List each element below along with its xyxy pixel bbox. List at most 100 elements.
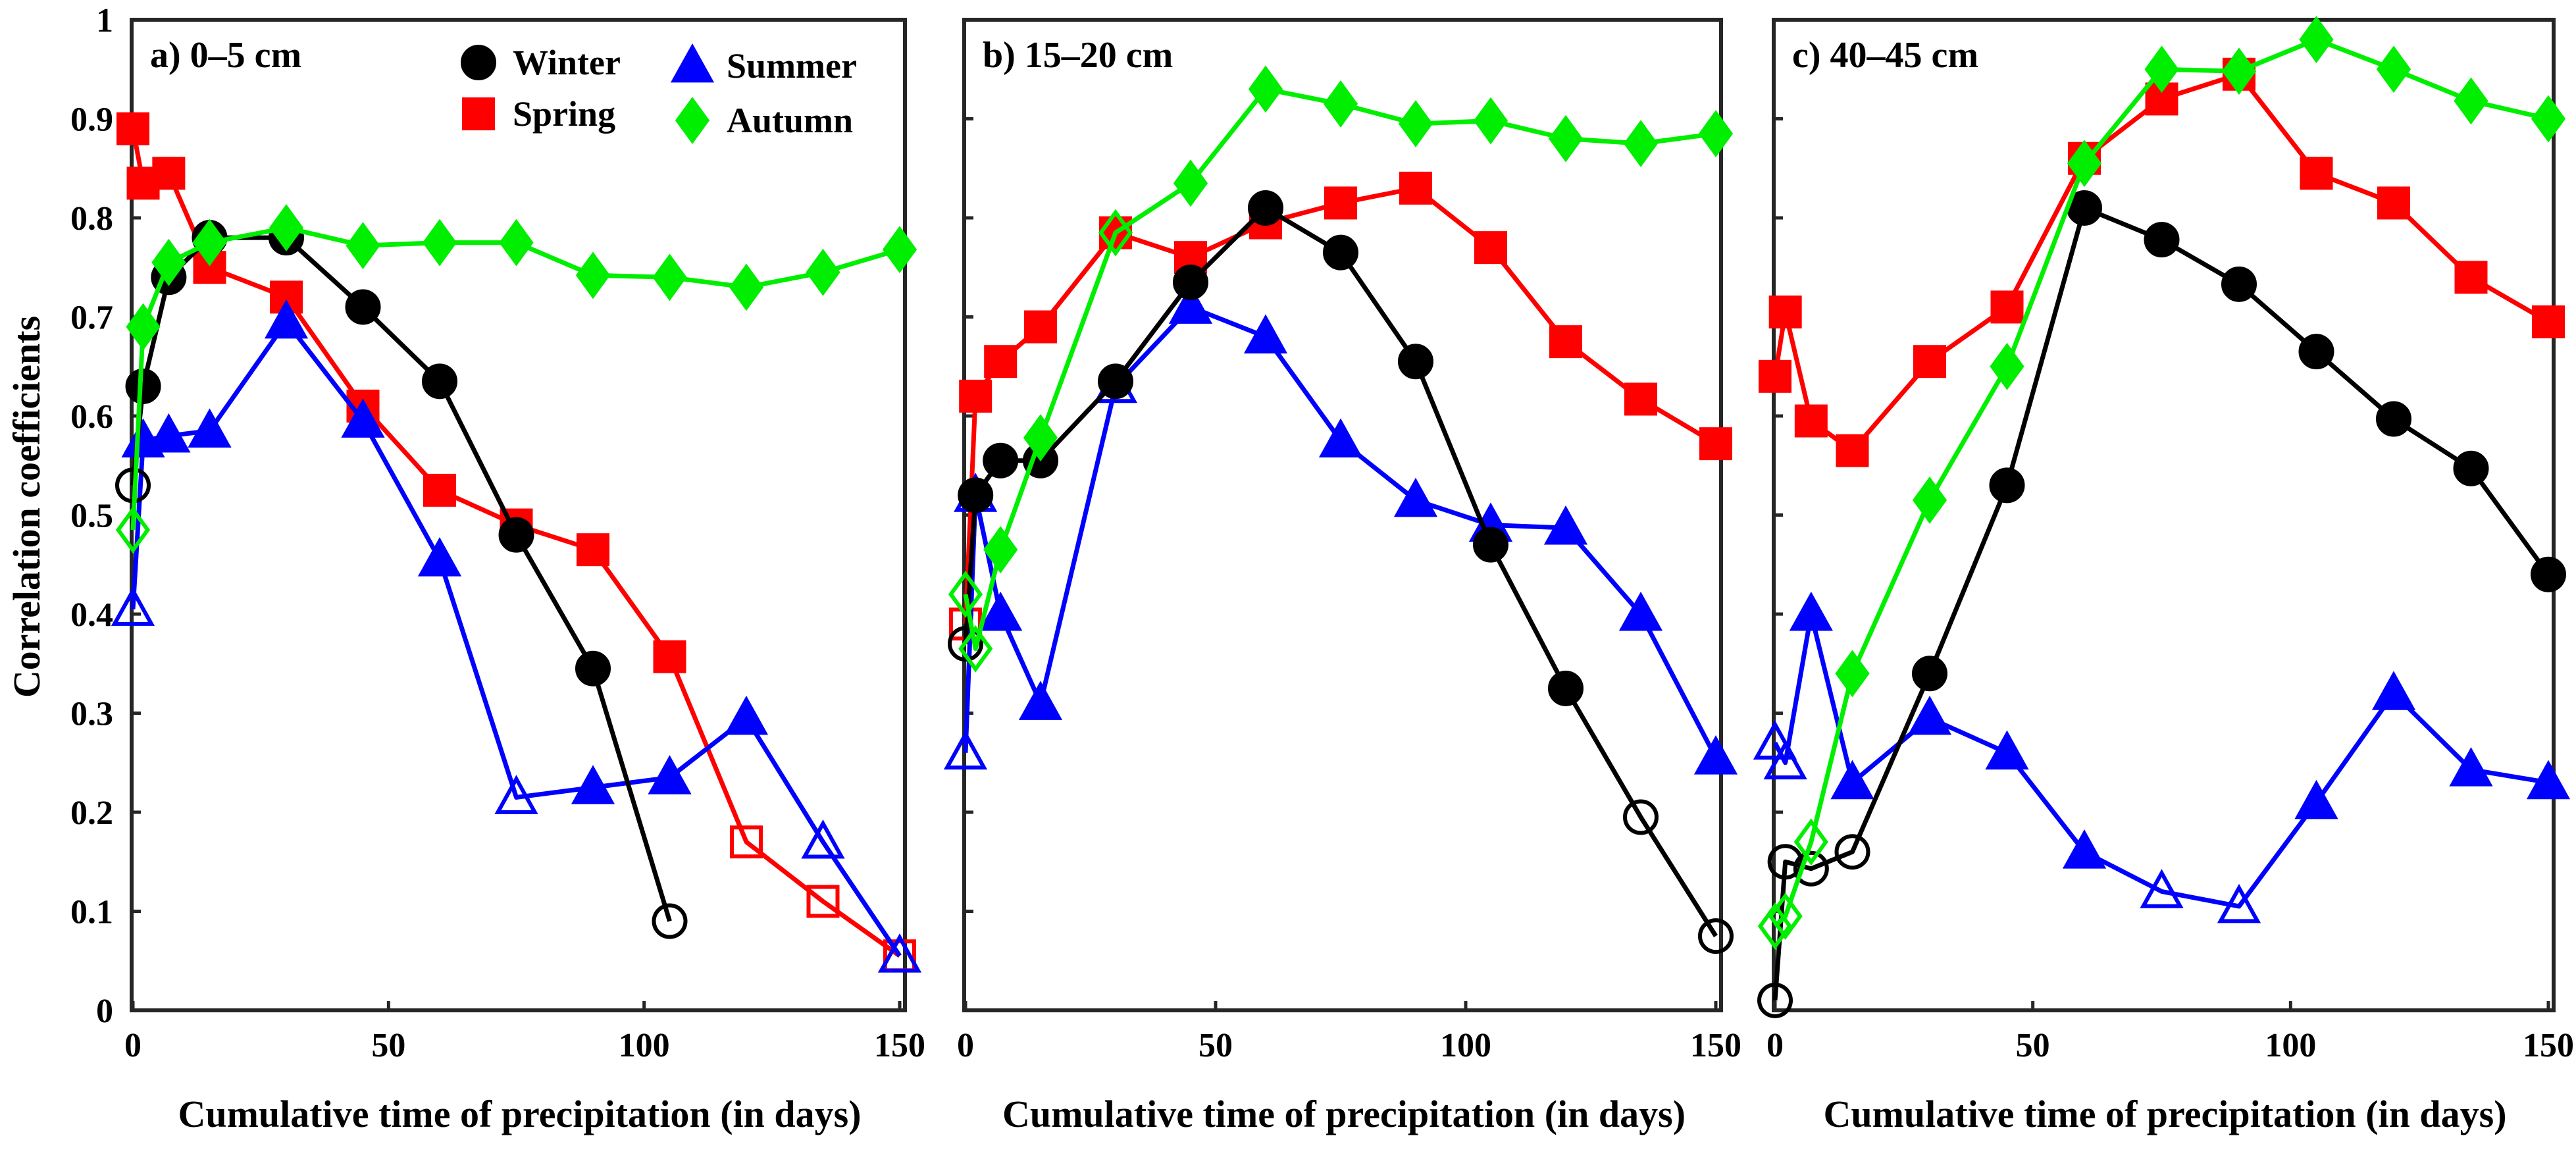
x-axis-label: Cumulative time of precipitation (in day… (1823, 1093, 2506, 1135)
data-point-winter (1757, 982, 1793, 1018)
legend-marker-summer (670, 43, 715, 83)
data-point-winter (2453, 450, 2489, 486)
plot-frame (1772, 18, 2556, 1012)
data-point-autumn (2299, 16, 2334, 64)
data-point-winter (958, 477, 994, 513)
data-point-winter (345, 289, 381, 325)
data-point-winter (422, 363, 457, 400)
panel-1: 0 0.1 0.2 0.3 0.4 0.5 0.6 0.7 0.8 0.9 1 0 50 100 150 Cu… (70, 2, 925, 1135)
data-point-summer (979, 591, 1023, 631)
series-spring (1759, 57, 2565, 467)
data-point-autumn (806, 248, 840, 296)
data-point-summer (1018, 681, 1063, 720)
data-point-winter (2144, 222, 2180, 258)
data-point-spring (152, 157, 186, 190)
data-point-summer (264, 299, 309, 339)
data-point-summer (877, 933, 922, 973)
data-point-spring (1913, 345, 1946, 378)
legend-label-autumn: Autumn (727, 101, 853, 140)
data-point-autumn (1548, 115, 1584, 163)
x-tick-label: 0 (124, 1027, 142, 1064)
data-point-winter (1698, 918, 1734, 954)
data-point-summer (1753, 720, 1797, 760)
legend-label-summer: Summer (727, 46, 857, 86)
data-point-summer (1318, 418, 1363, 458)
data-point-summer (801, 819, 845, 859)
y-tick-label: 0.1 (70, 894, 113, 931)
data-point-winter (652, 903, 688, 939)
data-point-summer (1618, 591, 1663, 631)
data-point-winter (1173, 264, 1208, 300)
x-tick-label: 0 (1766, 1027, 1784, 1064)
legend-marker-winter (461, 45, 496, 80)
data-point-autumn (1912, 477, 1947, 524)
x-tick-label: 150 (874, 1027, 925, 1064)
series-autumn (115, 204, 917, 554)
data-point-autumn (1398, 100, 1433, 147)
data-point-summer (1168, 284, 1213, 324)
data-point-summer (1693, 735, 1738, 775)
y-tick-label: 0.9 (70, 101, 113, 139)
data-point-autumn (1323, 80, 1358, 128)
data-point-winter (1473, 527, 1508, 563)
data-point-autumn (422, 219, 457, 267)
x-tick-label: 0 (957, 1027, 974, 1064)
data-point-winter (2376, 401, 2411, 437)
data-point-spring (116, 112, 149, 145)
data-point-spring (2300, 157, 2333, 190)
data-point-winter (1989, 467, 2025, 504)
data-point-spring (984, 345, 1018, 378)
y-tick-label: 0.6 (70, 398, 113, 436)
panel-title: b) 15–20 cm (983, 35, 1173, 76)
series-winter (115, 220, 688, 939)
x-axis-label: Cumulative time of precipitation (in day… (1002, 1093, 1686, 1135)
data-point-spring (1024, 310, 1057, 344)
data-point-autumn (1990, 342, 2024, 390)
data-point-summer (1985, 730, 2029, 770)
data-point-summer (417, 537, 462, 577)
data-point-summer (1763, 740, 1807, 780)
y-tick-label: 0.2 (70, 794, 113, 832)
data-point-autumn (948, 570, 983, 618)
data-point-winter (2298, 334, 2334, 370)
data-point-summer (1789, 591, 1833, 631)
data-point-summer (1243, 314, 1288, 353)
data-point-summer (494, 775, 538, 814)
y-tick-label: 0.7 (70, 299, 113, 337)
data-point-autumn (2454, 77, 2488, 125)
series-summer (1753, 591, 2571, 923)
data-point-summer (1830, 760, 1874, 800)
data-point-summer (1393, 477, 1438, 517)
data-point-spring (1474, 231, 1507, 265)
data-point-autumn (1757, 902, 1793, 950)
data-point-winter (1098, 363, 1133, 400)
data-point-winter (1248, 190, 1283, 226)
data-point-summer (2371, 671, 2416, 710)
panel-3: 0 50 100 150 Cumulative time of precipitatio… (1753, 16, 2574, 1135)
data-point-autumn (575, 251, 611, 299)
data-point-autumn (499, 219, 534, 267)
series-line-spring (1772, 72, 2550, 454)
data-point-spring (1624, 382, 1657, 416)
y-tick-label: 0.4 (70, 596, 113, 634)
series-winter (1757, 190, 2566, 1018)
data-point-autumn (126, 303, 161, 351)
data-point-spring (1768, 295, 1802, 328)
data-point-summer (1543, 505, 1588, 545)
x-tick-label: 100 (619, 1027, 670, 1064)
data-point-autumn (652, 253, 687, 301)
x-tick-label: 50 (2016, 1027, 2050, 1064)
data-point-autumn (2376, 45, 2411, 93)
data-point-spring (1836, 434, 1869, 467)
data-point-summer (341, 398, 385, 438)
plot-frame (962, 18, 1723, 1012)
data-point-autumn (151, 238, 186, 286)
y-axis-label: Correlation coefficients (5, 316, 48, 698)
data-point-winter (498, 517, 534, 553)
x-axis-label: Cumulative time of precipitation (in day… (178, 1093, 861, 1135)
data-point-spring (2532, 305, 2565, 339)
x-tick-label: 50 (1198, 1027, 1233, 1064)
series-autumn (948, 65, 1734, 673)
series-line-summer (963, 304, 1718, 759)
